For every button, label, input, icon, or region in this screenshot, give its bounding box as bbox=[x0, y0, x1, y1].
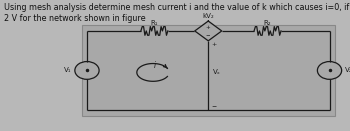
FancyBboxPatch shape bbox=[82, 25, 335, 116]
Text: +: + bbox=[211, 42, 216, 47]
Polygon shape bbox=[195, 21, 222, 41]
Text: R₂: R₂ bbox=[264, 20, 271, 26]
Circle shape bbox=[317, 62, 342, 79]
Text: −: − bbox=[211, 103, 216, 108]
Text: i: i bbox=[153, 61, 155, 70]
Text: V₁: V₁ bbox=[64, 67, 72, 73]
Text: Vₓ: Vₓ bbox=[213, 69, 221, 75]
Text: +: + bbox=[206, 25, 211, 30]
Text: −: − bbox=[206, 32, 211, 37]
Text: V₂: V₂ bbox=[345, 67, 350, 73]
Circle shape bbox=[75, 62, 99, 79]
Text: Using mesh analysis determine mesh current i and the value of k which causes i=0: Using mesh analysis determine mesh curre… bbox=[4, 3, 350, 23]
Text: kV₂: kV₂ bbox=[202, 13, 214, 18]
Text: R₁: R₁ bbox=[150, 20, 158, 26]
